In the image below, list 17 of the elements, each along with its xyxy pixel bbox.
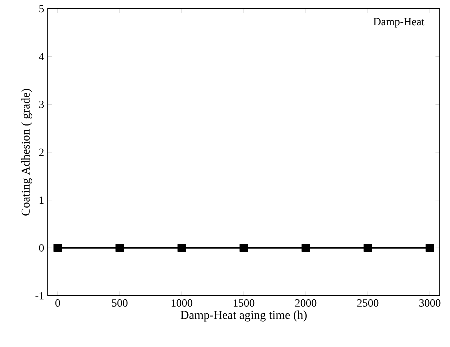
x-tick-label: 3000 [420, 300, 441, 307]
y-tick-label: 4 [39, 53, 44, 60]
y-tick-label: 2 [39, 148, 44, 156]
y-axis-title: Coating Adhesion ( grade) [22, 89, 32, 216]
y-tick-label: 3 [40, 100, 44, 108]
x-tick-label: 2500 [358, 300, 379, 307]
x-tick-label: 1000 [172, 300, 193, 307]
x-tick-label: 1500 [234, 300, 255, 307]
y-tick-label: 1 [40, 196, 44, 204]
y-tick-label: 0 [39, 244, 44, 252]
y-tick-label: 5 [40, 5, 44, 13]
y-tick-label: -1 [36, 292, 44, 300]
x-axis-title: Damp-Heat aging time (h) [180, 310, 307, 322]
x-tick-label: 0 [56, 300, 60, 307]
x-tick-label: 500 [112, 300, 128, 307]
x-tick-label: 2000 [296, 300, 317, 307]
annotation: Damp-Heat [374, 18, 425, 28]
